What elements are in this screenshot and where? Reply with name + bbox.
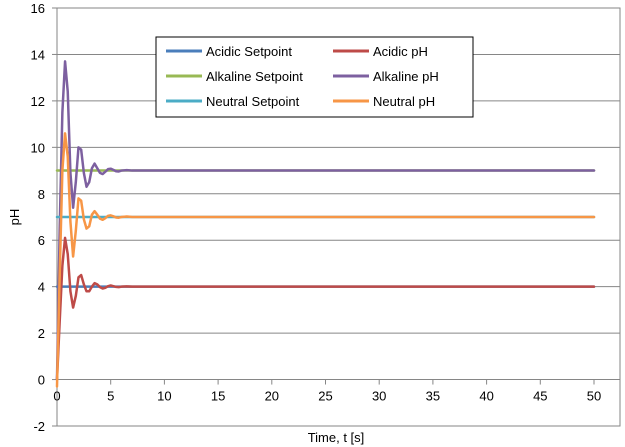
legend-box xyxy=(155,36,474,118)
y-tick-label: -2 xyxy=(33,419,45,434)
y-tick-label: 6 xyxy=(38,233,45,248)
x-tick-label: 40 xyxy=(479,389,493,404)
series-lines xyxy=(55,60,596,388)
series-line-neutral-ph xyxy=(55,132,596,388)
y-tick-label: 4 xyxy=(38,280,45,295)
x-tick-label: 45 xyxy=(533,389,547,404)
legend-label-alkaline-ph: Alkaline pH xyxy=(373,69,439,84)
legend-label-neutral-setpoint: Neutral Setpoint xyxy=(206,94,300,109)
x-tick-label: 30 xyxy=(372,389,386,404)
y-tick-label: 14 xyxy=(31,47,45,62)
x-tick-label: 50 xyxy=(587,389,601,404)
x-tick-label: 0 xyxy=(53,389,60,404)
x-tick-label: 10 xyxy=(157,389,171,404)
series-line-alkaline-ph xyxy=(55,60,596,381)
legend: Acidic Setpoint Acidic pH Alkaline Setpoin… xyxy=(155,36,474,118)
x-tick-label: 15 xyxy=(211,389,225,404)
x-tick-label: 20 xyxy=(265,389,279,404)
y-tick-label: 10 xyxy=(31,140,45,155)
legend-label-acidic-ph: Acidic pH xyxy=(373,44,428,59)
y-tick-label: 16 xyxy=(31,1,45,16)
x-tick-label: 5 xyxy=(107,389,114,404)
tick-labels: 0 5 10 15 20 25 30 35 40 45 50 -2 0 2 4 6 8 10 12 14 16 xyxy=(31,1,602,434)
x-axis-title: Time, t [s] xyxy=(308,430,365,445)
legend-label-alkaline-setpoint: Alkaline Setpoint xyxy=(206,69,303,84)
y-tick-label: 8 xyxy=(38,187,45,202)
legend-label-acidic-setpoint: Acidic Setpoint xyxy=(206,44,292,59)
y-axis-title: pH xyxy=(7,209,22,226)
x-tick-label: 35 xyxy=(426,389,440,404)
legend-label-neutral-ph: Neutral pH xyxy=(373,94,435,109)
series-line-acidic-ph xyxy=(55,236,596,381)
y-tick-label: 0 xyxy=(38,373,45,388)
y-tick-label: 12 xyxy=(31,94,45,109)
x-tick-label: 25 xyxy=(318,389,332,404)
y-tick-label: 2 xyxy=(38,326,45,341)
